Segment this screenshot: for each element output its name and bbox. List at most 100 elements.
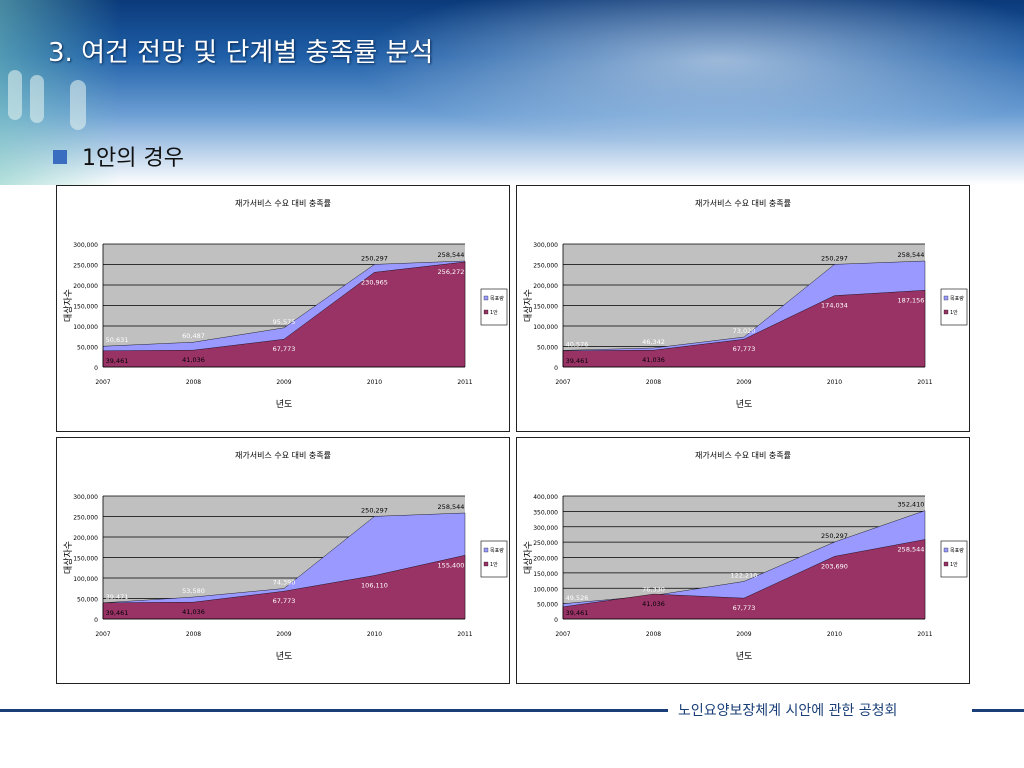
data-label-target: 122,210 xyxy=(731,571,758,579)
chart-svg-2: 재가서비스 수요 대비 충족률 0 50,000 100,000 150,000 200,… xyxy=(523,199,968,410)
data-label-plan: 67,773 xyxy=(733,604,756,612)
x-tick-label: 2009 xyxy=(276,379,291,386)
y-axis-title: 대상자수 xyxy=(63,541,74,574)
y-tick-label: 0 xyxy=(94,365,98,372)
x-axis-title: 년도 xyxy=(736,651,753,662)
legend-swatch xyxy=(483,309,489,315)
data-label-plan: 174,034 xyxy=(821,302,848,310)
x-tick-label: 2011 xyxy=(917,631,932,638)
x-tick-label: 2007 xyxy=(95,631,110,638)
legend-label: 목표량 xyxy=(950,295,964,302)
y-axis-title: 대상자수 xyxy=(63,289,74,322)
x-tick-label: 2011 xyxy=(457,631,472,638)
data-label-plan: 256,272 xyxy=(438,268,465,276)
y-tick-label: 0 xyxy=(554,617,558,624)
data-label-plan: 41,036 xyxy=(642,600,665,608)
data-label-plan: 106,110 xyxy=(361,581,388,589)
x-tick-label: 2009 xyxy=(736,631,751,638)
data-label-plan: 67,773 xyxy=(733,345,756,353)
chart-svg-4: 재가서비스 수요 대비 충족률 0 50,000 100,000 150,000 200,… xyxy=(523,451,968,662)
y-tick-label: 150,000 xyxy=(533,571,558,578)
y-tick-label: 250,000 xyxy=(533,540,558,547)
legend-swatch xyxy=(483,561,489,567)
y-tick-label: 100,000 xyxy=(533,586,558,593)
legend-swatch xyxy=(943,295,949,301)
data-label-target: 60,487 xyxy=(182,332,205,340)
footer-line-left xyxy=(0,709,668,712)
y-tick-label: 300,000 xyxy=(73,494,98,501)
chart-title: 재가서비스 수요 대비 충족률 xyxy=(235,199,331,208)
y-tick-label: 100,000 xyxy=(73,324,98,331)
data-label-target: 258,544 xyxy=(898,251,925,259)
legend-box xyxy=(940,288,968,326)
chart-svg-1: 재가서비스 수요 대비 충족률 0 50,000 100,000 150,000 200,… xyxy=(63,199,508,410)
decorative-figure xyxy=(70,80,86,130)
y-tick-label: 150,000 xyxy=(73,304,98,311)
x-tick-label: 2010 xyxy=(367,631,382,638)
data-label-plan: 39,461 xyxy=(106,357,129,365)
slide-subtitle: 1안의 경우 xyxy=(82,146,184,171)
data-label-target: 49,526 xyxy=(566,594,589,602)
y-tick-label: 200,000 xyxy=(73,535,98,542)
legend-box xyxy=(480,288,508,326)
chart-title: 재가서비스 수요 대비 충족률 xyxy=(235,451,331,460)
y-tick-label: 0 xyxy=(94,617,98,624)
data-label-target: 95,575 xyxy=(273,318,296,326)
data-label-target: 258,544 xyxy=(438,503,465,511)
y-tick-label: 250,000 xyxy=(73,263,98,270)
legend-swatch xyxy=(943,547,949,553)
legend-swatch xyxy=(943,309,949,315)
data-label-target: 40,576 xyxy=(566,340,589,348)
data-label-target: 258,544 xyxy=(438,251,465,259)
data-label-target: 250,297 xyxy=(821,254,848,262)
y-tick-label: 300,000 xyxy=(533,525,558,532)
y-tick-label: 250,000 xyxy=(73,515,98,522)
y-axis-title: 대상자수 xyxy=(523,289,534,322)
data-label-plan: 39,461 xyxy=(566,357,589,365)
data-label-plan: 67,773 xyxy=(273,345,296,353)
area-plan xyxy=(102,261,466,368)
chart-svg-3: 재가서비스 수요 대비 충족률 0 50,000 100,000 150,000 200,… xyxy=(63,451,508,662)
chart-panel-4: 재가서비스 수요 대비 충족률 0 50,000 100,000 150,000 200,… xyxy=(516,437,970,684)
data-label-plan: 203,690 xyxy=(821,562,848,570)
x-axis-title: 년도 xyxy=(276,651,293,662)
y-tick-label: 100,000 xyxy=(533,324,558,331)
y-tick-label: 150,000 xyxy=(73,556,98,563)
y-tick-label: 50,000 xyxy=(77,597,98,604)
y-tick-label: 150,000 xyxy=(533,304,558,311)
data-label-plan: 230,965 xyxy=(361,278,388,286)
y-tick-label: 400,000 xyxy=(533,494,558,501)
data-label-target: 73,020 xyxy=(733,327,756,335)
data-label-target: 50,631 xyxy=(106,336,129,344)
chart-title: 재가서비스 수요 대비 충족률 xyxy=(695,199,791,208)
x-tick-label: 2010 xyxy=(827,379,842,386)
y-tick-label: 300,000 xyxy=(533,242,558,249)
y-tick-label: 300,000 xyxy=(73,242,98,249)
data-label-plan: 39,461 xyxy=(566,609,589,617)
data-label-plan: 41,036 xyxy=(182,356,205,364)
x-axis-title: 년도 xyxy=(276,399,293,410)
legend-label: 목표량 xyxy=(490,295,504,302)
x-tick-label: 2008 xyxy=(646,631,661,638)
data-label-plan: 39,461 xyxy=(106,609,129,617)
y-tick-label: 50,000 xyxy=(77,345,98,352)
y-tick-label: 200,000 xyxy=(533,556,558,563)
footer-line-right xyxy=(972,709,1024,712)
chart-panel-1: 재가서비스 수요 대비 충족률 0 50,000 100,000 150,000 200,… xyxy=(56,185,510,432)
y-axis-title: 대상자수 xyxy=(523,541,534,574)
legend-box xyxy=(940,540,968,578)
x-tick-label: 2011 xyxy=(917,379,932,386)
y-tick-label: 50,000 xyxy=(537,602,558,609)
x-tick-label: 2008 xyxy=(186,379,201,386)
y-tick-label: 50,000 xyxy=(537,345,558,352)
x-tick-label: 2009 xyxy=(276,631,291,638)
chart-title: 재가서비스 수요 대비 충족률 xyxy=(695,451,791,460)
legend-swatch xyxy=(943,561,949,567)
x-tick-label: 2007 xyxy=(555,379,570,386)
data-label-plan: 41,036 xyxy=(182,608,205,616)
x-tick-label: 2010 xyxy=(827,631,842,638)
x-tick-label: 2007 xyxy=(95,379,110,386)
legend-box xyxy=(480,540,508,578)
data-label-target: 39,471 xyxy=(106,593,129,601)
decorative-figure xyxy=(8,70,22,120)
